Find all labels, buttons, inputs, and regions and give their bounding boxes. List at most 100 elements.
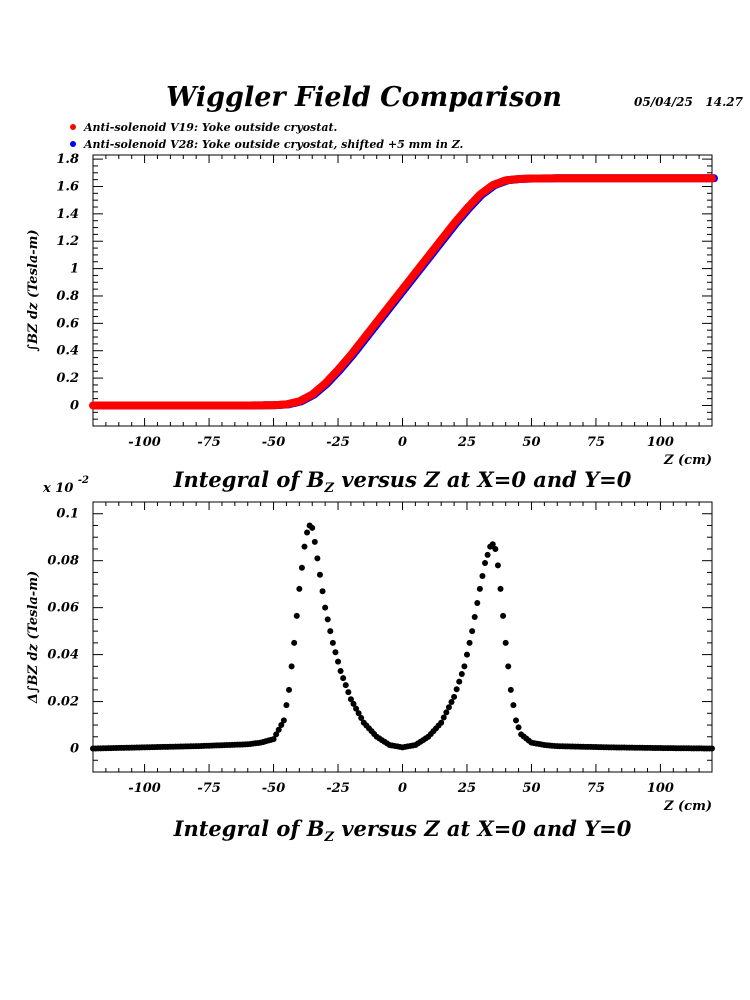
x-tick-label: 50 [522, 435, 540, 450]
data-point [482, 560, 489, 567]
data-point [288, 663, 295, 670]
data-point [335, 658, 342, 665]
y-tick-label: 0.02 [47, 695, 79, 710]
exponent-base: x 10 [43, 481, 74, 496]
data-point [298, 564, 305, 571]
x-tick-label: 100 [647, 781, 674, 796]
data-point [505, 663, 512, 670]
x-tick-label: 50 [522, 781, 540, 796]
x-axis-label: Z (cm) [663, 799, 712, 814]
bottom-plot-area: -100 -75 -50 -25 0 25 50 75 100 Z (cm) 0 0.02 0.04 0.… [26, 501, 715, 814]
x-tick-label: -50 [262, 781, 286, 796]
data-point [293, 612, 300, 619]
legend-marker-red-icon [70, 124, 76, 130]
x-tick-label: -25 [326, 781, 350, 796]
x-tick-label: -100 [128, 781, 161, 796]
data-point [316, 571, 323, 578]
data-point [345, 689, 352, 696]
data-point [708, 174, 716, 183]
data-point [474, 599, 481, 606]
data-point [296, 585, 303, 592]
data-point [324, 616, 331, 623]
data-point [512, 717, 519, 724]
y-tick-label: 1.4 [56, 207, 79, 222]
y-tick-label: 0.8 [56, 289, 79, 304]
data-point [270, 736, 277, 743]
x-tick-label: 75 [587, 781, 605, 796]
data-point [484, 551, 491, 558]
data-point [502, 639, 509, 646]
data-point [443, 709, 450, 716]
y-tick-label: 1.2 [56, 234, 79, 249]
y-tick-label: 0.6 [56, 316, 79, 331]
data-point [350, 700, 357, 707]
y-axis-label: Δ∫BZ dz (Tesla-m) [26, 571, 41, 704]
y-tick-label: 0.4 [56, 344, 79, 359]
data-point [309, 524, 316, 531]
data-point [291, 639, 298, 646]
bottom-plot-title: Integral of BZ versus Z at X=0 and Y=0 [0, 816, 750, 845]
data-point [497, 585, 504, 592]
exponent-label: x 10 -2 [43, 475, 89, 496]
top-plot-title: Integral of BZ versus Z at X=0 and Y=0 [0, 467, 750, 496]
data-point [476, 585, 483, 592]
x-tick-label: -25 [326, 435, 350, 450]
data-point [479, 572, 486, 579]
x-tick-label: 25 [457, 435, 476, 450]
data-point [510, 702, 517, 709]
data-point [515, 724, 522, 731]
data-point [273, 731, 280, 738]
datestamp: 05/04/25 14.27 [634, 95, 743, 109]
data-point [329, 639, 336, 646]
top-plot-title-sub: Z [324, 481, 335, 496]
data-point [438, 719, 445, 726]
data-point [355, 710, 362, 717]
data-point [471, 614, 478, 621]
y-tick-label: 0.2 [56, 371, 79, 386]
x-tick-label: -50 [262, 435, 286, 450]
y-tick-label: 1.6 [56, 179, 79, 194]
y-tick-label: 1 [70, 262, 79, 277]
data-point [332, 649, 339, 656]
x-tick-label: 25 [457, 781, 476, 796]
data-point [286, 686, 293, 693]
data-point [314, 555, 321, 562]
y-tick-label: 0.04 [47, 648, 79, 663]
y-axis-label: ∫BZ dz (Tesla-m) [26, 229, 41, 351]
data-point [440, 714, 447, 721]
data-point [358, 715, 365, 721]
data-point [466, 639, 473, 646]
y-tick-label: 0 [70, 742, 79, 757]
bottom-plot-title-pre: Integral of B [173, 816, 325, 841]
exponent-power: -2 [77, 475, 90, 486]
x-tick-label: 0 [398, 435, 407, 450]
chart-main-title: Wiggler Field Comparison [166, 82, 562, 113]
data-point [304, 529, 311, 536]
plot-frame [92, 501, 713, 773]
data-point [489, 541, 496, 548]
data-point [275, 726, 282, 733]
data-point [458, 670, 465, 677]
data-point [280, 717, 287, 724]
y-tick-label: 0.1 [56, 507, 79, 522]
top-plot-area: -100 -75 -50 -25 0 25 50 75 100 Z (cm) 0 0.2 0.4 0.6 0… [26, 152, 718, 468]
data-point [311, 538, 318, 545]
data-point [340, 675, 347, 682]
data-point [463, 651, 470, 658]
data-point [342, 682, 349, 689]
x-tick-label: -100 [128, 435, 161, 450]
data-point [448, 699, 455, 706]
y-tick-label: 1.8 [56, 152, 79, 167]
data-point [327, 628, 334, 635]
data-point [492, 545, 499, 552]
data-point [500, 612, 507, 619]
data-point [451, 693, 458, 700]
data-point [494, 562, 501, 569]
legend-label: Anti-solenoid V28: Yoke outside cryostat… [84, 138, 464, 151]
y-tick-label: 0.08 [47, 554, 79, 569]
data-point [301, 543, 308, 550]
y-tick-label: 0 [70, 398, 79, 413]
data-point [461, 663, 468, 670]
y-tick-label: 0.06 [47, 601, 79, 616]
